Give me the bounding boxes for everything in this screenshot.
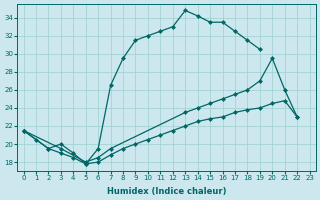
X-axis label: Humidex (Indice chaleur): Humidex (Indice chaleur) <box>107 187 226 196</box>
